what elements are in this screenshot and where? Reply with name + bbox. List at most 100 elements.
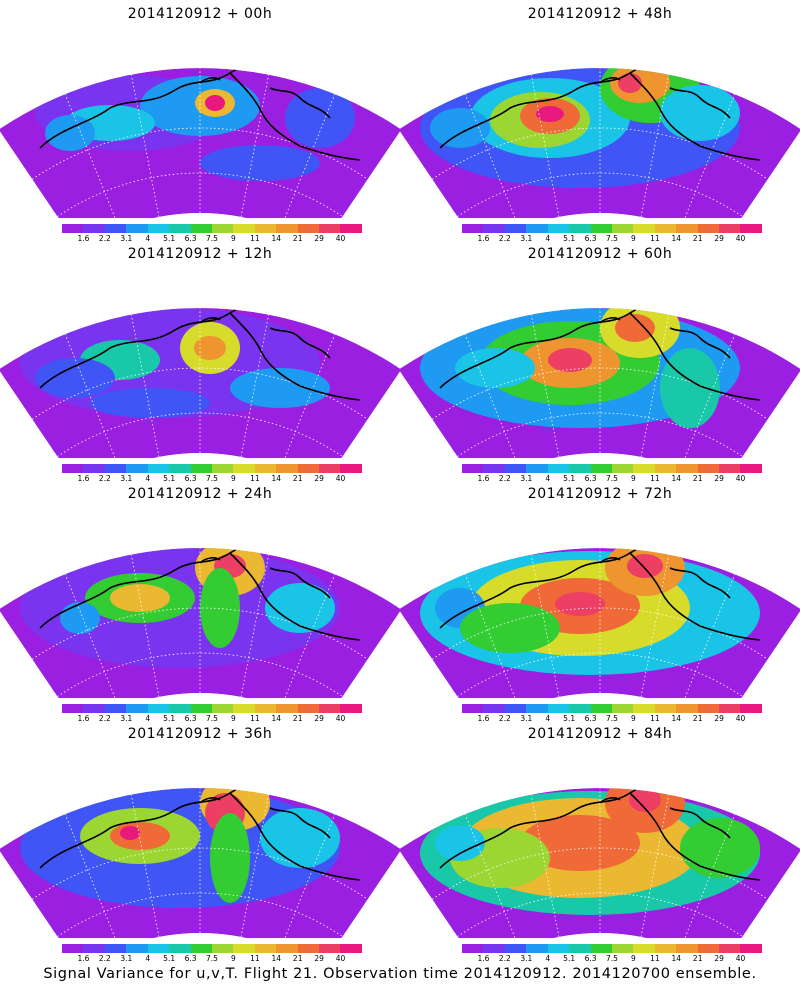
colorbar-label: 21: [292, 714, 303, 723]
coastline: [629, 312, 761, 401]
colorbar-label: 14: [671, 714, 682, 723]
colorbar-label: 4: [545, 954, 551, 963]
variance-contour: [660, 348, 720, 428]
colorbar-label: 11: [250, 714, 260, 723]
colorbar-label: 6.3: [584, 234, 597, 243]
graticule-line: [280, 574, 336, 698]
colorbar-swatch: [297, 944, 320, 953]
colorbar-swatch: [233, 944, 255, 953]
colorbar-label: 3.1: [120, 234, 133, 243]
colorbar-label: 6.3: [184, 714, 197, 723]
colorbar-swatch: [83, 944, 105, 953]
coastline: [250, 293, 310, 306]
variance-field: [0, 547, 400, 698]
colorbar-swatch: [483, 464, 505, 473]
colorbar-label: 5.1: [163, 234, 176, 243]
colorbar-swatch: [654, 464, 677, 473]
colorbar-label: 29: [714, 234, 724, 243]
colorbar-label: 21: [292, 954, 303, 963]
panel-title: 2014120912 + 60h: [527, 246, 673, 262]
colorbar-swatch: [340, 224, 362, 233]
colorbar-label: 6.3: [184, 954, 197, 963]
colorbar-labels: 1.6 2.2 3.1 4 5.1 6.3 7.5 9 11 14 21 29 40: [452, 954, 772, 964]
colorbar-label: 5.1: [563, 954, 576, 963]
colorbar-label: 21: [292, 234, 303, 243]
colorbar-swatch: [62, 944, 84, 953]
graticule-line: [64, 334, 120, 458]
variance-contour: [265, 583, 335, 633]
variance-contour: [60, 602, 100, 634]
colorbar-label: 29: [314, 714, 324, 723]
colorbar-swatch: [590, 944, 612, 953]
colorbar: [462, 704, 762, 713]
colorbar-swatch: [169, 224, 191, 233]
colorbar-label: 11: [650, 474, 660, 483]
colorbar-label: 2.2: [98, 714, 111, 723]
colorbar-swatch: [504, 224, 527, 233]
colorbar: [462, 464, 762, 473]
variance-field: [400, 547, 800, 698]
colorbar-label: 29: [714, 474, 724, 483]
colorbar: [62, 464, 362, 473]
variance-contour: [90, 388, 210, 418]
graticule-line: [57, 412, 343, 457]
colorbar-swatch: [633, 224, 655, 233]
graticule-line: [640, 554, 670, 698]
forecast-panel-48h: 2014120912 + 48h 1.6 2.2 3.1 4 5.1 6.3 7.5 9 11 1…: [400, 0, 800, 243]
colorbar-label: 1.6: [77, 234, 90, 243]
variance-field: [0, 787, 400, 938]
variance-map: [400, 53, 800, 218]
colorbar-swatch: [547, 944, 570, 953]
colorbar-label: 4: [145, 474, 151, 483]
colorbar-swatch: [83, 464, 105, 473]
colorbar-swatch: [569, 944, 591, 953]
forecast-panel-12h: 2014120912 + 12h 1.6 2.2 3.1 4 5.1 6.3 7.5 9 11 1…: [0, 240, 400, 483]
graticule-line: [457, 892, 743, 937]
colorbar-swatch: [676, 704, 698, 713]
colorbar: [462, 944, 762, 953]
colorbar-label: 1.6: [477, 474, 490, 483]
colorbar-label: 40: [335, 954, 346, 963]
colorbar-label: 3.1: [120, 474, 133, 483]
variance-field: [400, 307, 800, 458]
variance-contour: [680, 818, 760, 878]
colorbar-label: 21: [692, 474, 703, 483]
colorbar-swatch: [319, 944, 341, 953]
variance-contour: [45, 115, 95, 151]
colorbar-swatch: [190, 464, 212, 473]
colorbar-label: 2.2: [98, 234, 111, 243]
colorbar-swatch: [254, 464, 277, 473]
colorbar-swatch: [483, 704, 505, 713]
graticule-line: [64, 94, 120, 218]
coastline: [250, 53, 310, 66]
graticule-line: [64, 814, 120, 938]
colorbar-label: 29: [314, 234, 324, 243]
graticule-line: [530, 554, 560, 698]
graticule-line: [640, 314, 670, 458]
coastline: [269, 567, 331, 599]
forecast-panel-84h: 2014120912 + 84h 1.6 2.2 3.1 4 5.1 6.3 7.5 9 11 1…: [400, 720, 800, 963]
variance-contour: [548, 348, 592, 372]
coastline: [199, 317, 221, 324]
colorbar-swatch: [719, 704, 741, 713]
coastline: [599, 77, 621, 84]
colorbar-label: 2.2: [498, 954, 511, 963]
graticule-line: [457, 172, 743, 217]
colorbar-swatch: [147, 704, 170, 713]
coastline: [650, 53, 710, 66]
graticule-line: [64, 574, 120, 698]
colorbar-label: 7.5: [206, 234, 218, 243]
variance-map: [0, 547, 400, 698]
forecast-panel-00h: 2014120912 + 00h 1.6 2.2 3.1 4 5.1 6.3 7.5 9 11 1…: [0, 0, 400, 243]
variance-contour: [615, 314, 655, 342]
colorbar-swatch: [462, 464, 484, 473]
coastline: [629, 552, 761, 641]
graticule-line: [464, 334, 520, 458]
figure-caption: Signal Variance for u,v,T. Flight 21. Ob…: [43, 966, 757, 982]
colorbar-swatch: [697, 944, 720, 953]
coastline: [229, 552, 361, 641]
variance-contour: [205, 95, 225, 111]
colorbar-label: 14: [271, 474, 282, 483]
graticule-line: [280, 334, 336, 458]
colorbar-label: 29: [714, 714, 724, 723]
